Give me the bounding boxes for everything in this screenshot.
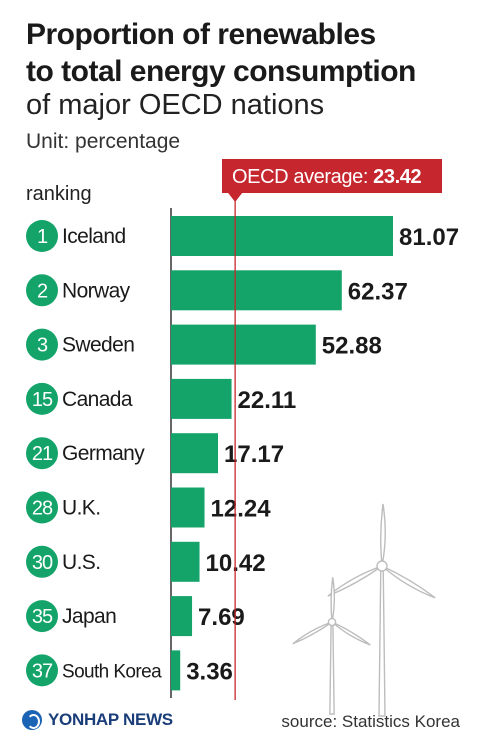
yonhap-logo-icon — [22, 710, 42, 730]
rank-badge-4 — [26, 437, 58, 470]
bar-3 — [171, 378, 232, 419]
rank-number-7: 35 — [32, 606, 53, 628]
rank-number-0: 1 — [37, 226, 48, 248]
value-label-7: 7.69 — [198, 604, 245, 631]
oecd-average-pointer — [228, 193, 243, 202]
rank-badge-1 — [26, 274, 58, 307]
oecd-average-value: 23.42 — [373, 166, 421, 188]
country-label-8: South Korea — [62, 661, 162, 682]
oecd-average-label: OECD average: 23.42 — [232, 166, 421, 188]
country-label-6: U.S. — [62, 551, 100, 574]
ranking-label: ranking — [26, 183, 92, 205]
chart-subtitle: of major OECD nations — [26, 89, 325, 121]
value-label-4: 17.17 — [224, 441, 284, 468]
bar-0 — [171, 216, 393, 256]
rank-number-3: 15 — [32, 389, 53, 411]
rank-badge-2 — [26, 328, 58, 361]
rank-badge-5 — [26, 491, 58, 524]
country-label-7: Japan — [62, 605, 116, 628]
page-title: Proportion of renewables to total energy… — [26, 16, 416, 90]
title-line-1: Proportion of renewables — [26, 18, 376, 51]
title-line-2: to total energy consumption — [26, 55, 416, 88]
bar-1 — [171, 270, 342, 311]
yonhap-logo: YONHAP NEWS — [22, 710, 173, 730]
rank-number-8: 37 — [32, 660, 53, 682]
unit-label: Unit: percentage — [26, 130, 181, 153]
wind-turbine-small — [292, 577, 371, 715]
country-label-0: Iceland — [62, 225, 126, 248]
bar-8 — [171, 650, 181, 691]
bar-6 — [171, 541, 200, 582]
value-label-8: 3.36 — [186, 658, 233, 685]
rank-number-1: 2 — [37, 280, 48, 302]
country-label-2: Sweden — [62, 334, 134, 357]
bar-5 — [171, 487, 205, 528]
value-label-1: 62.37 — [348, 278, 408, 305]
value-label-3: 22.11 — [238, 387, 297, 414]
rank-number-2: 3 — [37, 335, 48, 357]
oecd-average-callout — [222, 159, 442, 193]
country-label-1: Norway — [62, 279, 131, 302]
country-label-4: Germany — [62, 442, 145, 465]
rank-number-5: 28 — [32, 498, 53, 520]
country-label-3: Canada — [62, 388, 133, 411]
rank-badge-6 — [26, 545, 58, 578]
rank-number-4: 21 — [32, 443, 53, 465]
value-label-0: 81.07 — [399, 224, 459, 251]
rank-number-6: 30 — [32, 552, 53, 574]
wind-turbine-large — [327, 503, 436, 717]
logo-text: YONHAP NEWS — [48, 710, 173, 729]
rank-badge-3 — [26, 382, 58, 415]
value-label-2: 52.88 — [322, 333, 382, 360]
bar-4 — [171, 433, 219, 474]
country-label-5: U.K. — [62, 497, 100, 520]
bar-2 — [171, 324, 316, 365]
value-label-5: 12.24 — [211, 496, 272, 523]
bar-7 — [171, 596, 193, 637]
rank-badge-8 — [26, 654, 58, 687]
rank-badge-7 — [26, 600, 58, 633]
source-note: source: Statistics Korea — [281, 712, 460, 731]
rank-badge-0 — [26, 220, 58, 252]
